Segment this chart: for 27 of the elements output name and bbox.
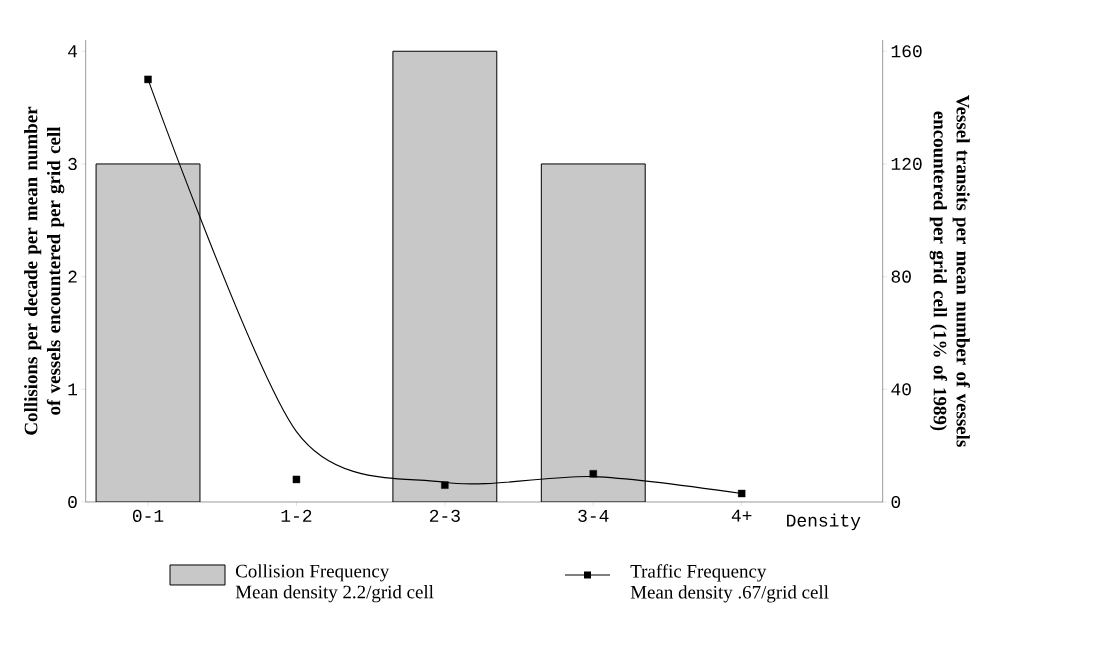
y-tick-label: 3 xyxy=(68,157,77,171)
y2-tick-label: 40 xyxy=(891,383,911,396)
x-tick-label: 3-4 xyxy=(578,509,609,522)
y-tick-label: 2 xyxy=(68,270,77,283)
y2-tick-label: 0 xyxy=(891,495,901,509)
y2-axis-title: Vessel transits per mean number of vessels encountered per grid cell (1% of 1989) xyxy=(929,94,970,447)
text: Mean density .67/grid cell xyxy=(630,585,829,603)
x-tick-label: 2-3 xyxy=(429,509,460,522)
point xyxy=(737,489,746,498)
y2-tick-label: 80 xyxy=(891,270,911,283)
x-tick-label: 4+ xyxy=(731,509,752,522)
y-tick-label: 4 xyxy=(68,45,77,58)
point xyxy=(441,481,449,489)
point xyxy=(144,75,152,84)
y2-tick-label: 160 xyxy=(891,45,922,58)
x-axis-title: Density xyxy=(787,513,861,531)
text: Mean density 2.2/grid cell xyxy=(235,585,434,603)
legend-label: Collision Frequency xyxy=(235,564,390,582)
y-axis-title: Collisions per decade per mean number of vessels encountered per grid cell xyxy=(24,106,65,435)
x-tick-label: 1-2 xyxy=(281,509,312,522)
point xyxy=(292,475,301,484)
y-tick-label: 0 xyxy=(68,495,77,509)
x-tick-label: 0-1 xyxy=(132,509,164,522)
y-tick-label: 1 xyxy=(68,383,78,396)
legend-label: Traffic Frequency xyxy=(630,564,767,582)
y2-tick-label: 120 xyxy=(891,157,922,171)
point xyxy=(589,470,597,478)
